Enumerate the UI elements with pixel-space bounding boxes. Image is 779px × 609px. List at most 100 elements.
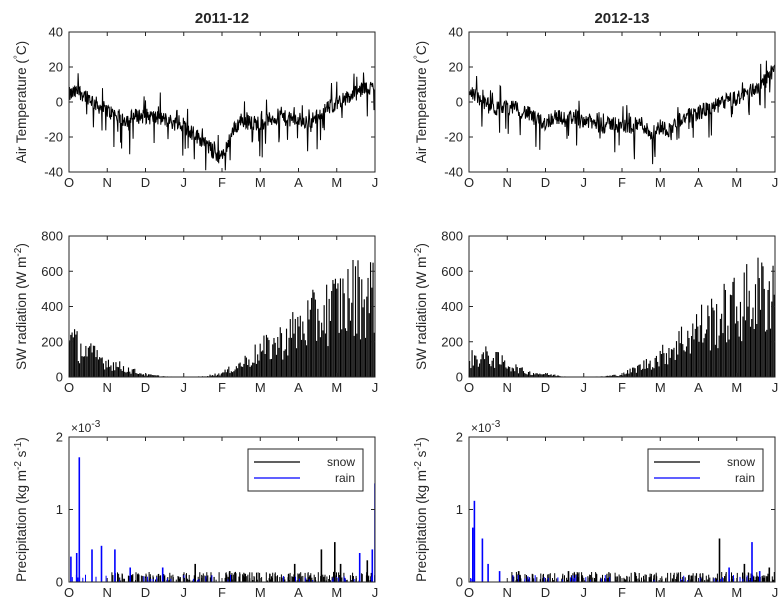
sw-bar — [734, 323, 736, 377]
sw-bar — [275, 354, 278, 377]
sw-bar — [243, 363, 245, 377]
sw-bar — [278, 347, 280, 377]
sw-bar — [630, 372, 632, 377]
sw-bar — [369, 262, 372, 377]
sw-bar — [704, 333, 706, 377]
sw-bar — [303, 333, 305, 377]
sw-bar — [250, 365, 252, 377]
x-tick-label: M — [255, 380, 266, 395]
sw-bar — [145, 373, 147, 377]
sw-bar — [150, 374, 152, 377]
sw-bar — [653, 368, 655, 377]
sw-bar — [110, 365, 112, 377]
y-axis-label-exponent: -1 — [13, 441, 24, 450]
sw-bar — [321, 322, 323, 377]
sw-bar — [542, 374, 545, 377]
sw-bar — [351, 302, 353, 377]
x-tick-label: D — [141, 585, 150, 600]
x-tick-label: F — [618, 585, 626, 600]
x-tick-label: N — [503, 175, 512, 190]
sw-bar — [504, 360, 506, 377]
x-tick-label: M — [255, 585, 266, 600]
sw-bar — [284, 349, 286, 377]
sw-bar — [106, 367, 108, 377]
x-tick-label: J — [181, 585, 188, 600]
sw-bar — [220, 373, 222, 377]
x-tick-label: F — [218, 175, 226, 190]
sw-bar — [620, 374, 622, 377]
x-tick-label: A — [294, 380, 303, 395]
sw-bar — [255, 363, 257, 377]
y-exponent-base: ×10 — [71, 421, 92, 435]
y-tick-label: 40 — [449, 25, 463, 40]
legend-label-rain: rain — [735, 471, 755, 485]
x-tick-label: J — [372, 175, 379, 190]
y-exponent-label: ×10-3 — [71, 419, 101, 435]
sw-bar — [90, 343, 92, 377]
sw-bar — [283, 350, 285, 377]
sw-bar — [515, 364, 517, 377]
x-tick-label: D — [141, 175, 150, 190]
sw-bar — [748, 290, 750, 377]
y-tick-label: 0 — [456, 575, 463, 590]
sw-bar — [96, 350, 98, 377]
legend-label-snow: snow — [327, 455, 355, 469]
sw-bar — [280, 333, 283, 377]
sw-bar — [769, 328, 772, 377]
sw-bar — [643, 360, 645, 377]
sw-bar — [254, 344, 256, 377]
x-tick-label: F — [618, 380, 626, 395]
y-tick-label: 0 — [456, 95, 463, 110]
sw-bar — [292, 312, 294, 377]
sw-bar — [74, 329, 76, 377]
sw-bar — [373, 332, 375, 377]
sw-bar — [768, 281, 770, 377]
sw-bar — [675, 341, 678, 377]
sw-bar — [151, 375, 153, 377]
y-tick-label: 800 — [441, 229, 463, 244]
sw-bar — [502, 361, 504, 377]
temperature-line — [69, 72, 375, 171]
sw-bar — [223, 372, 225, 377]
sw-bar — [772, 265, 774, 377]
sw-bar — [507, 366, 510, 377]
sw-bar — [474, 355, 476, 377]
sw-bar — [742, 316, 744, 377]
sw-bar — [124, 371, 126, 377]
sw-bar — [326, 284, 328, 377]
x-tick-label: A — [694, 175, 703, 190]
sw-bar — [148, 374, 150, 377]
sw-bar — [762, 266, 764, 377]
sw-bar — [316, 340, 318, 377]
sw-bar — [364, 337, 367, 377]
sw-bar — [371, 287, 373, 377]
y-axis-label-degree: ° — [413, 55, 424, 59]
sw-bar — [682, 344, 684, 377]
sw-bar — [342, 278, 344, 377]
y-axis-label: Precipitation (kg m-2 s-1) — [13, 437, 29, 582]
sw-bar — [647, 368, 649, 377]
sw-bar — [227, 369, 229, 377]
sw-bar — [662, 344, 664, 377]
sw-bar — [140, 373, 142, 377]
sw-bar — [509, 366, 511, 377]
sw-bar — [660, 353, 663, 377]
sw-bar — [76, 331, 78, 377]
x-tick-label: M — [331, 585, 342, 600]
y-axis-label-text: SW radiation (W m — [14, 257, 29, 370]
sw-bar — [754, 284, 757, 377]
sw-bar — [549, 374, 551, 377]
x-tick-label: J — [372, 585, 379, 600]
sw-bar — [234, 369, 236, 377]
y-axis-label-exponent: -1 — [413, 441, 424, 450]
y-tick-label: 200 — [441, 334, 463, 349]
sw-bar — [115, 362, 117, 377]
x-tick-label: F — [218, 585, 226, 600]
sw-bar — [222, 372, 224, 377]
sw-bar — [469, 360, 471, 377]
sw-bar — [773, 294, 775, 377]
sw-bar — [99, 357, 101, 377]
sw-bar — [697, 326, 699, 377]
sw-bar — [357, 260, 359, 377]
sw-bar — [259, 343, 261, 377]
